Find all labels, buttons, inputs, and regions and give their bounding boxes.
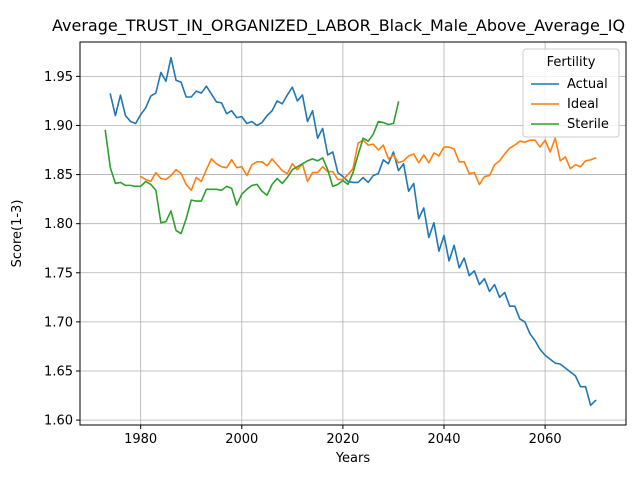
series-line-ideal	[139, 137, 597, 192]
x-axis-label: Years	[335, 451, 371, 466]
legend-label-sterile: Sterile	[567, 117, 609, 132]
y-tick-label: 1.95	[44, 70, 73, 85]
x-tick-label: 2060	[529, 432, 562, 447]
series-line-actual	[109, 56, 597, 407]
legend-box	[522, 48, 620, 138]
x-tick-label: 1980	[124, 432, 157, 447]
y-tick-label: 1.70	[44, 315, 73, 330]
legend: Fertility Actual Ideal Sterile	[522, 48, 620, 138]
x-tick-label: 2040	[427, 432, 460, 447]
y-axis-label: Score(1-3)	[10, 200, 25, 268]
x-tick-label: 2000	[225, 432, 258, 447]
legend-label-ideal: Ideal	[567, 97, 599, 112]
legend-title: Fertility	[547, 55, 596, 70]
legend-label-actual: Actual	[567, 77, 608, 92]
legend-items: Actual Ideal Sterile	[531, 77, 609, 132]
series-line-sterile	[104, 101, 400, 235]
series-layer	[104, 56, 597, 407]
x-tick-label: 2020	[326, 432, 359, 447]
y-tick-label: 1.75	[44, 266, 73, 281]
chart-title: Average_TRUST_IN_ORGANIZED_LABOR_Black_M…	[52, 16, 625, 36]
y-tick-label: 1.65	[44, 364, 73, 379]
plot-area-frame	[79, 41, 627, 426]
y-tick-label: 1.85	[44, 168, 73, 183]
y-tick-label: 1.90	[44, 119, 73, 134]
y-tick-label: 1.60	[44, 414, 73, 429]
axis-ticks: 1980 2000 2020 2040 2060 1.60 1.65 1.70 1.75 1.80…	[44, 70, 562, 447]
y-tick-label: 1.80	[44, 217, 73, 232]
